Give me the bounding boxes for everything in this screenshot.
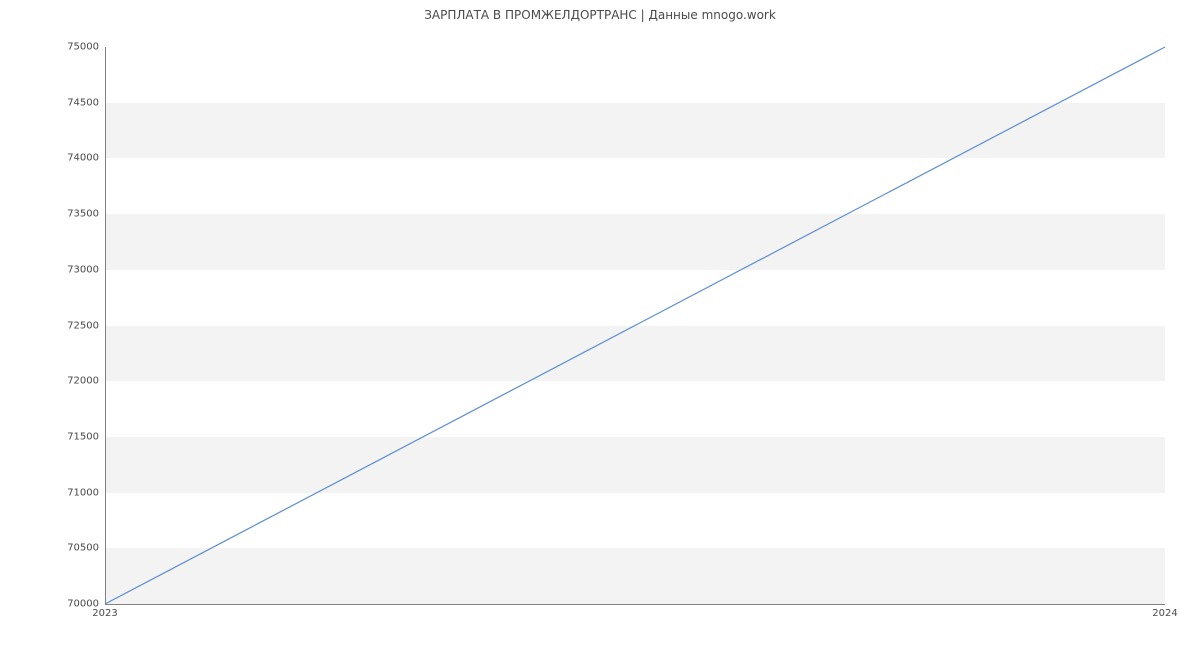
y-tick-label: 75000: [67, 42, 99, 53]
plot-area: 7000070500710007150072000725007300073500…: [105, 47, 1165, 604]
y-tick-label: 73500: [67, 209, 99, 220]
line-chart-svg: [105, 47, 1165, 604]
x-axis-line: [105, 604, 1165, 605]
series-line: [105, 47, 1165, 604]
y-tick-label: 72500: [67, 320, 99, 331]
y-tick-label: 74000: [67, 153, 99, 164]
y-axis-line: [105, 47, 106, 604]
x-tick-label: 2024: [1152, 608, 1177, 619]
y-tick-label: 70500: [67, 543, 99, 554]
x-tick-label: 2023: [92, 608, 117, 619]
y-tick-label: 74500: [67, 97, 99, 108]
y-tick-label: 71000: [67, 487, 99, 498]
y-tick-label: 73000: [67, 264, 99, 275]
y-tick-label: 72000: [67, 376, 99, 387]
chart-title: ЗАРПЛАТА В ПРОМЖЕЛДОРТРАНС | Данные mnog…: [0, 8, 1200, 22]
y-tick-label: 71500: [67, 431, 99, 442]
